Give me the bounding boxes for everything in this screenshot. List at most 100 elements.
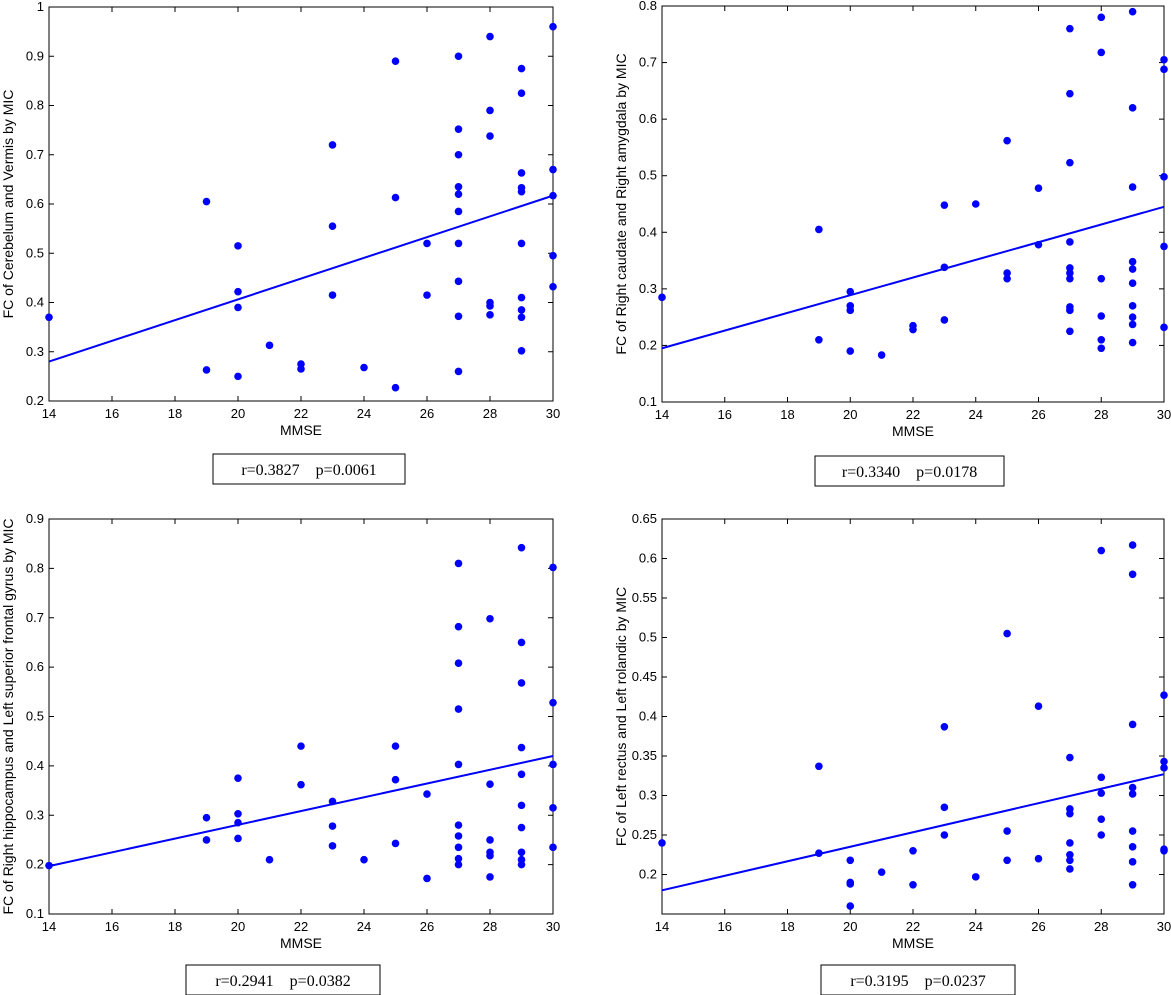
data-point bbox=[234, 372, 242, 381]
data-point bbox=[549, 843, 557, 852]
y-tick-label: 0.7 bbox=[26, 147, 44, 162]
x-tick-label: 14 bbox=[655, 407, 669, 422]
data-point bbox=[658, 293, 666, 302]
data-point bbox=[454, 239, 463, 248]
data-point bbox=[454, 821, 463, 829]
data-point bbox=[1160, 65, 1168, 74]
data-point bbox=[454, 659, 463, 667]
y-tick-label: 0.45 bbox=[632, 669, 657, 684]
data-point bbox=[877, 868, 886, 876]
data-point bbox=[517, 801, 526, 810]
data-point bbox=[486, 132, 494, 140]
data-point bbox=[549, 563, 557, 572]
data-point bbox=[1097, 546, 1106, 555]
y-tick-label: 0.4 bbox=[26, 758, 44, 773]
y-tick-label: 0.2 bbox=[26, 857, 44, 872]
data-point bbox=[234, 303, 242, 312]
data-point bbox=[815, 849, 823, 857]
y-tick-label: 0.55 bbox=[632, 590, 657, 605]
data-point bbox=[815, 225, 823, 234]
y-tick-label: 0.6 bbox=[26, 196, 44, 211]
data-point bbox=[940, 201, 949, 209]
data-point bbox=[454, 843, 463, 852]
x-tick-label: 30 bbox=[546, 919, 560, 934]
data-point bbox=[1066, 274, 1074, 283]
data-point bbox=[1128, 720, 1137, 729]
data-point bbox=[1097, 773, 1106, 782]
y-tick-label: 0.5 bbox=[639, 630, 657, 645]
data-point bbox=[940, 722, 949, 731]
regression-line bbox=[48, 194, 554, 363]
data-point bbox=[45, 313, 53, 322]
data-point bbox=[1128, 858, 1137, 866]
data-point bbox=[517, 543, 526, 552]
data-point bbox=[940, 263, 949, 272]
data-point bbox=[454, 207, 463, 216]
y-tick-label: 0.5 bbox=[26, 709, 44, 724]
data-point bbox=[1066, 238, 1074, 246]
data-point bbox=[1066, 306, 1074, 315]
x-tick-label: 28 bbox=[1094, 919, 1108, 934]
data-point bbox=[391, 775, 400, 784]
data-point bbox=[940, 803, 949, 812]
stats-label: r=0.3195 p=0.0237 bbox=[850, 973, 985, 990]
regression-line bbox=[661, 773, 1165, 892]
y-tick-label: 0.4 bbox=[639, 224, 657, 239]
x-tick-label: 18 bbox=[780, 407, 794, 422]
data-point bbox=[1034, 854, 1043, 863]
data-point bbox=[202, 813, 211, 822]
data-point bbox=[202, 366, 211, 374]
data-point bbox=[846, 306, 855, 315]
data-point bbox=[1160, 173, 1168, 181]
stats-label: r=0.3827 p=0.0061 bbox=[241, 462, 376, 479]
data-point bbox=[1003, 269, 1011, 277]
data-point bbox=[454, 622, 463, 631]
data-point bbox=[1128, 265, 1137, 273]
data-point bbox=[1128, 279, 1137, 288]
data-point bbox=[486, 32, 494, 41]
data-point bbox=[360, 855, 368, 864]
data-point bbox=[391, 57, 400, 65]
data-point bbox=[391, 193, 400, 202]
x-tick-label: 24 bbox=[357, 406, 371, 421]
plot-frame bbox=[661, 518, 1165, 915]
data-point bbox=[454, 367, 463, 376]
data-point bbox=[423, 874, 431, 883]
data-point bbox=[202, 197, 211, 206]
data-point bbox=[549, 760, 557, 769]
data-point bbox=[454, 832, 463, 840]
x-tick-label: 26 bbox=[1031, 919, 1045, 934]
data-point bbox=[1128, 790, 1137, 798]
y-tick-label: 0.25 bbox=[632, 827, 657, 842]
data-point bbox=[454, 860, 463, 869]
data-point bbox=[454, 559, 463, 568]
data-point bbox=[486, 302, 494, 310]
data-point bbox=[940, 316, 949, 324]
data-point bbox=[486, 851, 494, 860]
y-tick-label: 0.9 bbox=[26, 48, 44, 63]
x-tick-label: 24 bbox=[357, 919, 371, 934]
data-point bbox=[517, 64, 526, 73]
x-tick-label: 14 bbox=[42, 919, 56, 934]
data-point bbox=[454, 312, 463, 321]
data-point bbox=[1128, 7, 1137, 16]
x-tick-label: 18 bbox=[780, 919, 794, 934]
x-tick-label: 20 bbox=[843, 919, 857, 934]
x-tick-label: 14 bbox=[42, 406, 56, 421]
data-point bbox=[454, 150, 463, 159]
data-point bbox=[549, 251, 557, 260]
y-tick-label: 0.3 bbox=[639, 788, 657, 803]
y-tick-label: 0.4 bbox=[26, 295, 44, 310]
data-point bbox=[1066, 89, 1074, 98]
data-point bbox=[549, 191, 557, 200]
data-point bbox=[1160, 764, 1168, 772]
y-axis-label: FC of Right hippocampus and Left superio… bbox=[0, 518, 16, 914]
y-tick-label: 0.6 bbox=[639, 111, 657, 126]
x-tick-label: 22 bbox=[294, 919, 308, 934]
y-tick-label: 0.6 bbox=[26, 659, 44, 674]
data-point bbox=[971, 200, 980, 208]
data-point bbox=[1003, 274, 1011, 283]
x-tick-label: 30 bbox=[546, 406, 560, 421]
x-tick-label: 28 bbox=[483, 919, 497, 934]
stats-label: r=0.3340 p=0.0178 bbox=[842, 464, 977, 481]
